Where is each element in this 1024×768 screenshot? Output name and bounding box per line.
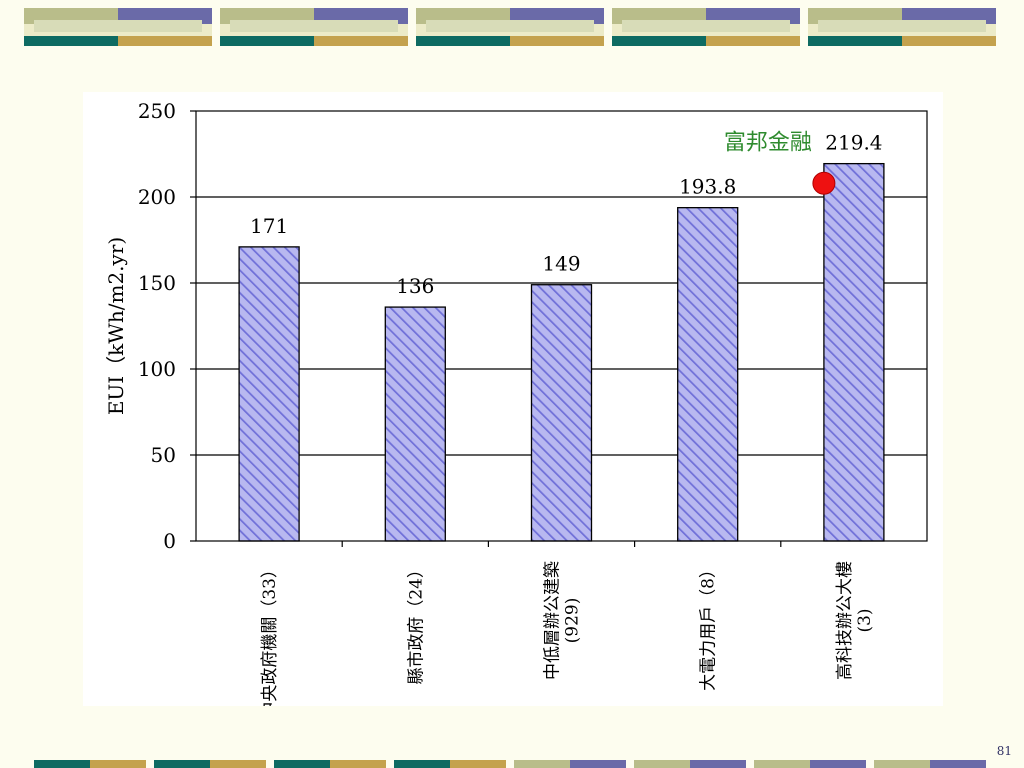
y-axis-label: EUI（kWh/m2.yr) — [104, 237, 128, 415]
data-label: 219.4 — [825, 131, 882, 155]
chart-panel — [83, 92, 943, 706]
category-label: 大電力用戶（8） — [699, 561, 719, 691]
data-label: 171 — [250, 214, 288, 238]
y-tick-label: 150 — [138, 271, 176, 295]
top-decoration-bar — [24, 8, 996, 46]
bar — [384, 306, 446, 542]
bar — [238, 246, 300, 542]
deco-strip — [634, 760, 746, 768]
deco-block — [808, 8, 996, 46]
category-label: 中低層辦公建築 — [543, 561, 563, 680]
deco-block — [24, 8, 212, 46]
bottom-decoration-bar — [34, 760, 986, 768]
bar — [823, 162, 885, 542]
data-label: 193.8 — [679, 175, 736, 199]
eui-bar-chart: 0 50 100 150 200 250 171 中央政府機關（33） 136 縣市政府（24） 1… — [104, 99, 928, 706]
deco-strip — [514, 760, 626, 768]
category-label: 中央政府機關（33） — [260, 561, 280, 706]
deco-strip — [34, 760, 146, 768]
deco-strip — [394, 760, 506, 768]
category-label-line2: (3) — [855, 608, 875, 632]
category-label-line2: (929) — [563, 598, 583, 644]
category-label: 縣市政府（24） — [406, 561, 426, 685]
deco-strip — [274, 760, 386, 768]
annotation-label: 富邦金融 — [724, 131, 812, 156]
deco-block — [416, 8, 604, 46]
y-tick-label: 250 — [138, 99, 176, 123]
data-label: 136 — [396, 274, 434, 298]
y-tick-label: 200 — [138, 185, 176, 209]
deco-block — [612, 8, 800, 46]
deco-strip — [754, 760, 866, 768]
y-tick-label: 50 — [151, 443, 176, 467]
bar — [677, 207, 739, 542]
deco-strip — [154, 760, 266, 768]
highlight-marker — [812, 171, 836, 195]
y-tick-label: 100 — [138, 357, 176, 381]
bar — [530, 284, 593, 542]
data-label: 149 — [542, 252, 580, 276]
plot-area — [195, 110, 928, 542]
category-label: 高科技辦公大樓 — [835, 561, 855, 680]
deco-strip — [874, 760, 986, 768]
deco-block — [220, 8, 408, 46]
y-tick-label: 0 — [163, 529, 176, 553]
slide-number: 81 — [996, 744, 1012, 758]
